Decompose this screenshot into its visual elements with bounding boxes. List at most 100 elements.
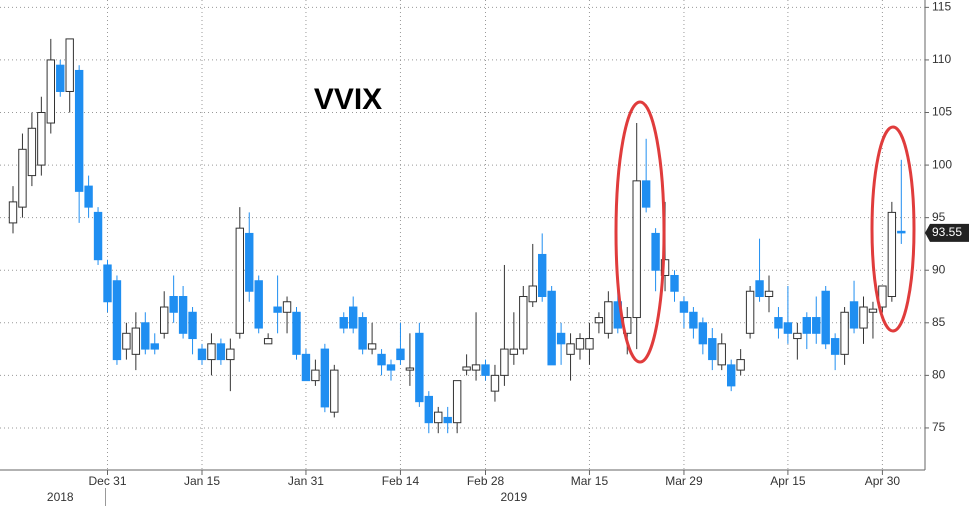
candle-body <box>377 353 386 366</box>
candle-body <box>8 201 18 224</box>
candle-body <box>415 332 424 403</box>
candle-body <box>538 253 547 298</box>
x-tick-label: Feb 14 <box>382 474 420 488</box>
candle-body <box>141 322 150 350</box>
candle-body <box>547 290 556 366</box>
candle-body <box>566 343 575 355</box>
candle-body <box>821 290 830 345</box>
candle-body <box>689 311 698 329</box>
x-tick-label: Feb 28 <box>467 474 505 488</box>
candle-body <box>594 317 604 324</box>
x-tick-label: Apr 30 <box>865 474 901 488</box>
candle-body <box>859 306 868 329</box>
candle-body <box>216 343 226 361</box>
candle-body <box>764 290 774 298</box>
candle-body <box>575 338 585 350</box>
y-tick-label: 115 <box>932 0 951 14</box>
candle-body <box>556 332 566 345</box>
candle-body <box>679 301 689 313</box>
year-label: 2019 <box>500 490 527 504</box>
x-tick-label: Jan 15 <box>184 474 220 488</box>
candle-body <box>320 348 330 408</box>
candle-body <box>660 259 670 276</box>
candle-body <box>849 301 859 329</box>
candle-body <box>330 369 339 413</box>
candle-body <box>131 327 141 355</box>
candle-body <box>84 185 93 208</box>
candle-body <box>263 338 273 345</box>
y-tick-label: 105 <box>932 105 952 119</box>
candle-body <box>396 348 405 361</box>
candle-body <box>27 127 37 177</box>
candle-body <box>46 59 55 124</box>
candle-body <box>830 338 840 355</box>
candle-body <box>56 64 65 92</box>
candle-body <box>235 227 245 334</box>
candle-body <box>471 364 481 371</box>
candle-body <box>887 211 897 298</box>
candle-body <box>755 280 764 298</box>
candle-body <box>18 148 27 208</box>
candle-body <box>490 374 500 392</box>
candle-body <box>528 285 537 303</box>
candle-body <box>112 280 122 361</box>
candle-body <box>273 306 282 313</box>
chart-title: VVIX <box>314 83 382 116</box>
candle-body <box>349 306 358 329</box>
year-label: 2018 <box>47 490 74 504</box>
last-price-label: 93.55 <box>932 225 962 239</box>
candle-body <box>443 416 452 424</box>
y-tick-label: 90 <box>932 262 946 276</box>
y-tick-label: 85 <box>932 315 946 329</box>
candle-body <box>103 264 112 303</box>
x-tick-label: Mar 15 <box>571 474 609 488</box>
candle-body <box>37 112 46 166</box>
last-price-box <box>925 223 969 242</box>
candle-body <box>670 274 679 292</box>
candle-body <box>585 338 594 350</box>
y-tick-label: 80 <box>932 368 946 382</box>
candle-body <box>840 311 849 355</box>
candle-body <box>708 338 717 361</box>
candle-body <box>424 395 434 424</box>
candle-body <box>509 348 519 355</box>
candle-body <box>188 311 197 340</box>
candle-body <box>93 211 103 261</box>
candle-body <box>736 359 745 371</box>
annotations <box>614 100 916 364</box>
candle-body <box>462 366 471 371</box>
candle-body <box>301 353 311 382</box>
y-tick-label: 100 <box>932 157 952 171</box>
candle-body <box>745 290 755 334</box>
candle-body <box>282 301 292 313</box>
candle-body <box>632 180 641 319</box>
candle-body <box>897 230 906 234</box>
candle-body <box>717 343 726 366</box>
candle-body <box>245 232 254 292</box>
candle-body <box>434 411 443 424</box>
x-tick-label: Dec 31 <box>88 474 126 488</box>
candle-body <box>74 69 84 192</box>
candle-body <box>793 332 802 340</box>
y-tick-label: 110 <box>932 52 951 66</box>
candle-body <box>358 317 367 350</box>
candle-body <box>500 348 509 376</box>
candle-body <box>481 364 490 376</box>
candle-body <box>641 180 651 208</box>
x-tick-label: Apr 15 <box>770 474 806 488</box>
candle-body <box>405 367 415 371</box>
y-tick-label: 75 <box>932 420 946 434</box>
highlight-ellipse <box>870 125 916 333</box>
highlight-ellipse <box>614 100 666 364</box>
candle-body <box>160 306 169 334</box>
candle-body <box>386 364 396 371</box>
candle-body <box>169 296 178 313</box>
candle-body <box>254 280 263 329</box>
candle-body <box>727 364 736 387</box>
candle-body <box>698 322 708 345</box>
candle-body <box>783 322 793 334</box>
candle-body <box>774 317 783 329</box>
candle-body <box>150 343 159 350</box>
candle-body <box>207 343 216 361</box>
